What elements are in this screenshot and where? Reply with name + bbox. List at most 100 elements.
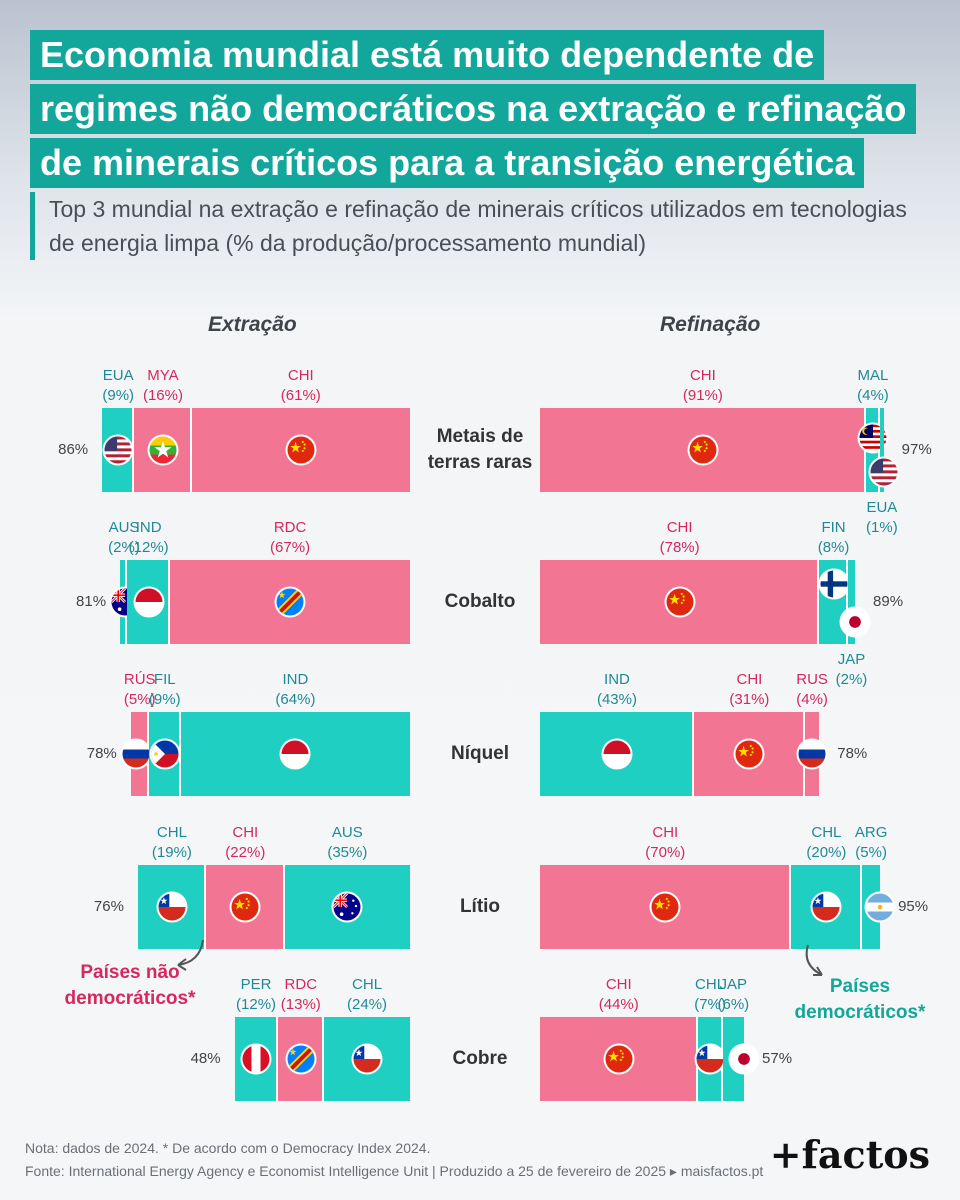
total-extracao-3: 76% (93, 898, 124, 915)
label-code-extracao-1-1: IND (135, 519, 162, 536)
label-code-refinacao-2-0: IND (604, 671, 630, 688)
label-value-refinacao-0-1: (4%) (857, 387, 889, 404)
usa-flag-icon (870, 458, 898, 486)
chart-title: Economia mundial está muito dependente d… (30, 30, 930, 192)
label-value-extracao-4-2: (24%) (347, 996, 388, 1013)
label-value-extracao-3-0: (19%) (151, 844, 192, 861)
japan-flag-icon (730, 1045, 758, 1073)
china-flag-icon (605, 1045, 633, 1073)
myanmar-flag-icon (149, 436, 177, 464)
drc-flag-icon (287, 1045, 315, 1073)
label-value-refinacao-3-0: (70%) (645, 844, 686, 861)
china-flag-icon (651, 893, 679, 921)
label-value-extracao-1-1: (12%) (128, 539, 169, 556)
label-value-extracao-1-0: (2%) (108, 539, 140, 556)
label-value-extracao-2-2: (64%) (275, 691, 316, 708)
label-code-extracao-1-0: AUS (108, 519, 140, 536)
brand-logo: +factos (769, 1132, 930, 1177)
label-value-refinacao-1-2: (2%) (835, 671, 868, 688)
label-code-refinacao-1-2: JAP (837, 651, 866, 668)
label-code-extracao-2-1: FIL (153, 671, 176, 688)
total-extracao-2: 78% (86, 745, 117, 762)
footer-note: Nota: dados de 2024. * De acordo com o D… (25, 1140, 431, 1156)
label-code-extracao-2-0: RÚS (123, 671, 156, 688)
arrow-democratic (805, 944, 823, 976)
china-flag-icon (231, 893, 259, 921)
label-code-extracao-1-2: RDC (273, 519, 307, 536)
label-code-refinacao-2-1: CHI (736, 671, 763, 688)
indonesia-flag-icon (281, 740, 309, 768)
footer-source: Fonte: International Energy Agency e Eco… (25, 1163, 764, 1179)
label-value-extracao-0-2: (61%) (280, 387, 321, 404)
drc-flag-icon (276, 588, 304, 616)
usa-flag-icon (104, 436, 132, 464)
label-code-refinacao-4-1: CHL (695, 976, 726, 993)
total-refinacao-1: 89% (873, 593, 904, 610)
bar-refinacao-1-2 (847, 560, 856, 644)
total-refinacao-3: 95% (898, 898, 929, 915)
row-label-3: Lítio (459, 896, 501, 917)
label-value-refinacao-1-1: (8%) (817, 539, 850, 556)
label-value-refinacao-4-0: (44%) (598, 996, 639, 1013)
finland-flag-icon (820, 570, 848, 598)
chile-flag-icon (812, 893, 840, 921)
label-value-refinacao-4-2: (6%) (717, 996, 750, 1013)
label-value-extracao-2-1: (9%) (148, 691, 181, 708)
russia-flag-icon (798, 740, 826, 768)
label-code-refinacao-1-1: FIN (821, 519, 846, 536)
argentina-flag-icon (866, 893, 894, 921)
china-flag-icon (666, 588, 694, 616)
australia-flag-icon (333, 893, 361, 921)
label-code-refinacao-0-2: EUA (866, 499, 898, 516)
chile-flag-icon (696, 1045, 724, 1073)
arrow-non-democratic (177, 939, 204, 966)
label-code-extracao-0-1: MYA (147, 367, 179, 384)
label-code-refinacao-2-2: RUS (796, 671, 828, 688)
label-value-refinacao-2-2: (4%) (796, 691, 828, 708)
label-value-refinacao-1-0: (78%) (659, 539, 700, 556)
label-code-refinacao-1-0: CHI (666, 519, 693, 536)
title-line-3: de minerais críticos para a transição en… (30, 138, 865, 188)
label-value-extracao-1-2: (67%) (270, 539, 311, 556)
china-flag-icon (689, 436, 717, 464)
column-header-extracao: Extração (208, 313, 297, 336)
legend-democratic: Países democráticos* (794, 976, 926, 1023)
label-code-extracao-3-2: AUS (331, 824, 363, 841)
label-value-extracao-2-0: (5%) (123, 691, 156, 708)
label-code-refinacao-3-1: CHL (811, 824, 842, 841)
label-value-extracao-3-1: (22%) (225, 844, 266, 861)
label-value-extracao-0-0: (9%) (102, 387, 135, 404)
chart-subtitle: Top 3 mundial na extração e refinação de… (30, 192, 929, 260)
label-code-refinacao-3-2: ARG (854, 824, 888, 841)
label-value-extracao-3-2: (35%) (327, 844, 368, 861)
row-label-2: Níquel (450, 743, 510, 764)
total-extracao-0: 86% (58, 441, 89, 458)
label-value-refinacao-0-2: (1%) (866, 519, 898, 536)
china-flag-icon (735, 740, 763, 768)
row-label-0: Metais de terras raras (427, 426, 533, 473)
label-code-extracao-3-1: CHI (232, 824, 259, 841)
label-code-refinacao-0-1: MAL (857, 367, 889, 384)
chile-flag-icon (158, 893, 186, 921)
label-value-refinacao-0-0: (91%) (682, 387, 723, 404)
label-code-extracao-0-2: CHI (287, 367, 314, 384)
label-value-refinacao-2-1: (31%) (729, 691, 770, 708)
label-value-refinacao-3-2: (5%) (855, 844, 887, 861)
indonesia-flag-icon (135, 588, 163, 616)
label-code-extracao-3-0: CHL (156, 824, 187, 841)
legend-non-democratic: Países não democráticos* (64, 962, 196, 1009)
total-extracao-4: 48% (190, 1050, 221, 1067)
label-value-refinacao-3-1: (20%) (806, 844, 847, 861)
indonesia-flag-icon (603, 740, 631, 768)
total-extracao-1: 81% (76, 593, 107, 610)
russia-flag-icon (122, 740, 150, 768)
bar-refinacao-0-2 (880, 408, 884, 492)
philippines-flag-icon (151, 740, 179, 768)
label-value-refinacao-4-1: (7%) (694, 996, 726, 1013)
label-code-extracao-4-1: RDC (284, 976, 318, 993)
row-label-4: Cobre (452, 1048, 508, 1069)
column-header-refinacao: Refinação (660, 313, 761, 336)
label-value-refinacao-2-0: (43%) (596, 691, 637, 708)
label-code-extracao-0-0: EUA (102, 367, 134, 384)
